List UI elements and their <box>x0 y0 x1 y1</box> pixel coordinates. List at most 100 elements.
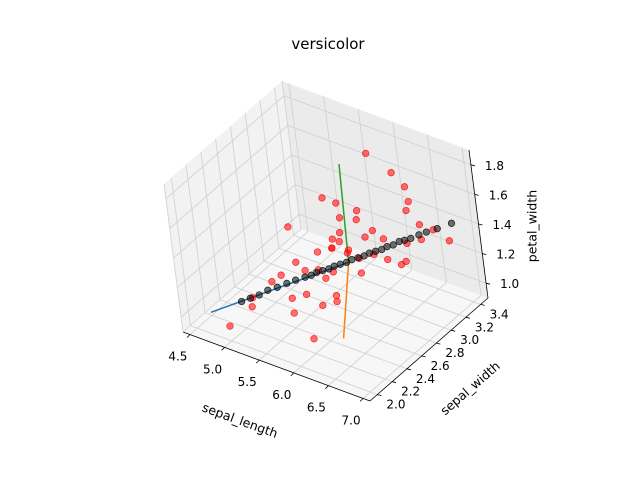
y-tick-label: 3.2 <box>475 320 494 334</box>
sample-point <box>322 274 330 282</box>
z-tick-label: 1.8 <box>485 159 504 173</box>
floor-left-edge <box>182 228 302 333</box>
x-tick <box>359 398 364 402</box>
y-gridline-floor <box>234 286 422 357</box>
sample-point <box>310 335 318 343</box>
z-gridline-left <box>173 154 292 259</box>
z-tick <box>470 164 475 167</box>
sample-point <box>248 303 256 311</box>
sample-point <box>319 301 327 310</box>
y-tick <box>465 316 470 319</box>
projected-point <box>383 243 391 251</box>
projected-point <box>389 241 397 249</box>
x-tick <box>325 385 329 389</box>
y-gridline-floor <box>219 299 408 370</box>
sample-point <box>226 322 234 330</box>
sample-point <box>335 229 344 237</box>
z-tick-label: 1.2 <box>496 248 515 262</box>
projected-point <box>237 297 246 306</box>
tick-marks: 4.5 5.0 5.5 6.0 6.5 7.0 2.02.22.42.62.83.03.23… <box>168 159 519 428</box>
sample-point <box>268 278 276 286</box>
x-tick-label: 7.0 <box>342 413 361 427</box>
z-gridline-back <box>291 154 479 225</box>
axis-vector-line <box>338 164 350 263</box>
back-left-edge <box>281 80 302 230</box>
x-tick-label: 4.5 <box>168 350 187 364</box>
floor-pane <box>183 229 488 401</box>
projected-point <box>348 256 356 264</box>
x-axis-line <box>182 331 371 402</box>
x-gridline-floor <box>328 282 447 387</box>
sample-point <box>288 294 296 302</box>
z-axis-title: petal_width <box>525 190 540 262</box>
y-axis-line <box>369 297 489 402</box>
projected-point <box>273 283 281 291</box>
z-tick-label: 1.4 <box>493 218 512 232</box>
z-gridline-back <box>283 95 472 166</box>
z-tick-label: 1.0 <box>500 277 519 291</box>
x-gridline-floor <box>293 269 413 374</box>
x-tick-label: 5.0 <box>203 362 222 376</box>
projected-point <box>400 236 409 244</box>
sample-point <box>361 233 369 241</box>
sample-point <box>301 266 309 275</box>
y-gridline-floor <box>293 235 481 305</box>
y-gridline-floor <box>190 325 378 395</box>
z-tick <box>486 282 491 285</box>
y-tick-label: 3.0 <box>460 333 479 347</box>
projected-point <box>319 267 327 275</box>
projected-point <box>354 254 362 262</box>
axis-edges <box>163 80 489 402</box>
sample-point <box>328 235 336 243</box>
sample-point <box>384 255 392 264</box>
y-gridline-floor <box>278 247 467 318</box>
projected-point <box>264 286 272 294</box>
projected-point <box>291 276 300 284</box>
x-tick <box>290 372 295 377</box>
projected-point <box>433 225 441 233</box>
x-gridline-floor <box>189 231 309 335</box>
axis-vector-line <box>342 262 350 339</box>
sample-point <box>404 197 412 206</box>
sample-point <box>332 291 341 300</box>
sample-point <box>313 248 322 256</box>
z-gridline-left <box>180 213 300 318</box>
chart-title: versicolor <box>291 35 365 53</box>
sample-point <box>352 216 360 224</box>
z-gridline-back <box>287 125 475 195</box>
y-tick-label: 2.4 <box>416 372 435 386</box>
y-tick <box>392 381 397 384</box>
sample-point <box>368 226 377 235</box>
x-tick <box>186 334 191 338</box>
z-gridline-left <box>177 184 296 288</box>
sample-point <box>352 207 361 215</box>
y-tick <box>480 304 485 306</box>
y-gridline-floor <box>249 273 437 344</box>
sample-point <box>415 221 424 229</box>
projected-point <box>422 228 430 236</box>
z-tick <box>478 223 483 226</box>
y-gridline-floor <box>263 260 452 331</box>
projected-point <box>336 260 344 268</box>
z-gridline-back <box>298 213 487 284</box>
x-gridline-floor <box>224 243 343 348</box>
sample-point <box>292 258 300 266</box>
projected-point <box>365 249 374 257</box>
projected-point <box>330 262 338 270</box>
z-tick-label: 1.6 <box>489 188 508 202</box>
x-tick-label: 5.5 <box>238 375 257 389</box>
sample-point <box>284 223 292 231</box>
projected-point <box>312 268 321 277</box>
y-gridline-floor <box>204 312 393 383</box>
z-gridline-left <box>165 95 285 200</box>
sample-point <box>335 237 343 246</box>
projected-point <box>246 294 255 302</box>
sample-point <box>402 206 410 215</box>
sample-point <box>328 244 336 252</box>
projected-point <box>301 273 309 281</box>
z-tick <box>474 194 479 196</box>
x-tick <box>221 347 225 351</box>
y-tick <box>451 329 456 332</box>
